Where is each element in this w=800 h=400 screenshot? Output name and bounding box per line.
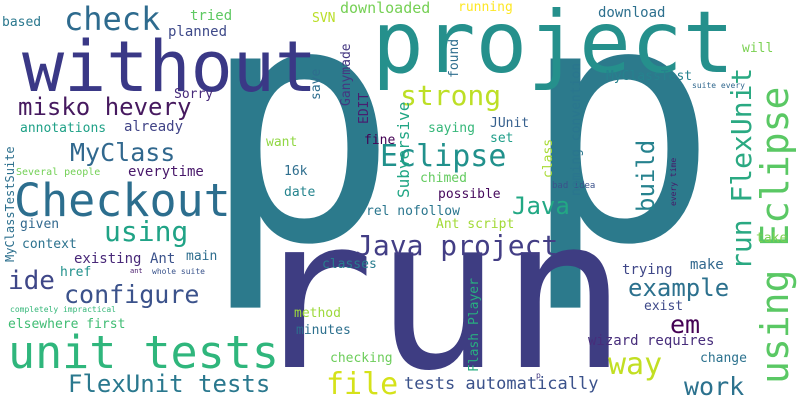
word-checking: checking: [330, 351, 393, 366]
word-subversive: Subversive: [394, 101, 413, 198]
word-want: want: [266, 135, 298, 150]
word-flexunit-tests: FlexUnit tests: [68, 370, 271, 398]
word-elsewhere-first: elsewhere first: [8, 317, 126, 332]
word-every-time: every time: [669, 157, 678, 206]
word-16k: 16k: [284, 164, 308, 179]
word-completely-impractical: completely impractical: [10, 305, 116, 314]
word-class: class: [541, 138, 556, 178]
word-p-large: p: [200, 0, 399, 317]
word-misko-hevery: misko hevery: [18, 93, 192, 121]
word-everytime: everytime: [128, 164, 204, 180]
word-downloaded: downloaded: [340, 0, 431, 17]
word-suite-every: suite every: [692, 81, 745, 90]
word-rel-nofollow: rel nofollow: [366, 204, 460, 219]
word-take: take: [756, 231, 788, 246]
word-given: given: [20, 217, 60, 232]
word-junit: JUnit: [490, 116, 530, 131]
word-p-large-2: p: [520, 0, 719, 317]
word-run-flexunit: run FlexUnit: [725, 67, 758, 270]
word-ant-small: ant: [130, 267, 143, 275]
word-based: based: [2, 15, 42, 30]
word-work: work: [684, 372, 745, 400]
word-using: using: [104, 215, 189, 248]
word-ant: Ant: [150, 251, 176, 267]
word-make: make: [690, 257, 724, 273]
word-change: change: [700, 351, 747, 366]
word-p-small: p: [536, 371, 541, 380]
word-trying: trying: [622, 262, 673, 278]
word-java: Java: [512, 192, 570, 220]
word-myclasstest: MyClassTest: [606, 69, 693, 84]
word-myclasstestsuite: MyClassTestSuite: [3, 146, 17, 262]
word-sorry: Sorry: [174, 87, 214, 102]
word-whole-suite: whole suite: [152, 267, 205, 276]
word-eclipse: Eclipse: [380, 139, 507, 174]
word-way: way: [608, 347, 663, 382]
word-minutes: minutes: [296, 323, 351, 338]
word-set: set: [490, 131, 514, 146]
word-flash-player: Flash Player: [467, 278, 482, 372]
word-href: href: [60, 265, 92, 280]
word-checkout: Checkout: [14, 174, 231, 227]
word-several-people: Several people: [16, 167, 101, 178]
word-context: context: [22, 237, 77, 252]
word-strong: strong: [400, 79, 502, 112]
word-tests-automatically: tests automatically: [404, 374, 599, 394]
word-fine: fine: [364, 133, 396, 148]
word-method: method: [294, 306, 341, 321]
word-edit: EDIT: [357, 92, 372, 124]
word-download: download: [598, 5, 666, 21]
word-annotations: annotations: [20, 121, 107, 136]
word-unit-tests: unit tests: [8, 326, 279, 379]
word-found: found: [447, 38, 462, 78]
word-planned: planned: [168, 24, 228, 40]
word-wizard-requires: wizard requires: [588, 333, 715, 349]
word-chimed: chimed: [420, 171, 467, 186]
word-build: build: [632, 139, 660, 212]
word-save: save: [309, 68, 324, 100]
word-ganymade: Ganymade: [339, 43, 354, 106]
word-possible: possible: [438, 187, 501, 202]
word-already: already: [124, 119, 184, 135]
word-ant-script: Ant script: [436, 217, 515, 232]
word-date: date: [284, 185, 316, 200]
word-run: run: [248, 172, 628, 400]
word-svn: SVN: [312, 11, 336, 26]
word-em: em: [670, 310, 701, 339]
word-example: example: [628, 274, 730, 302]
word-running: running: [458, 0, 513, 15]
word-without: without: [22, 26, 318, 108]
word-check: check: [64, 0, 161, 38]
word-myclass: MyClass: [70, 138, 176, 167]
word-tried: tried: [190, 8, 233, 24]
word-saying: saying: [428, 121, 475, 136]
word-will: will: [742, 41, 774, 56]
word-main: main: [186, 249, 218, 264]
word-file: file: [326, 367, 399, 400]
word-bad-idea: bad idea: [552, 181, 596, 191]
word-exist: exist: [644, 299, 684, 314]
word-existing: existing: [74, 251, 142, 267]
word-naming-convention: naming convention: [569, 62, 584, 196]
word-project: project: [372, 0, 735, 93]
word-configure: configure: [64, 280, 200, 309]
word-java-project: Java project: [356, 229, 559, 262]
word-classes: classes: [322, 257, 377, 272]
word-ide: ide: [8, 266, 55, 296]
